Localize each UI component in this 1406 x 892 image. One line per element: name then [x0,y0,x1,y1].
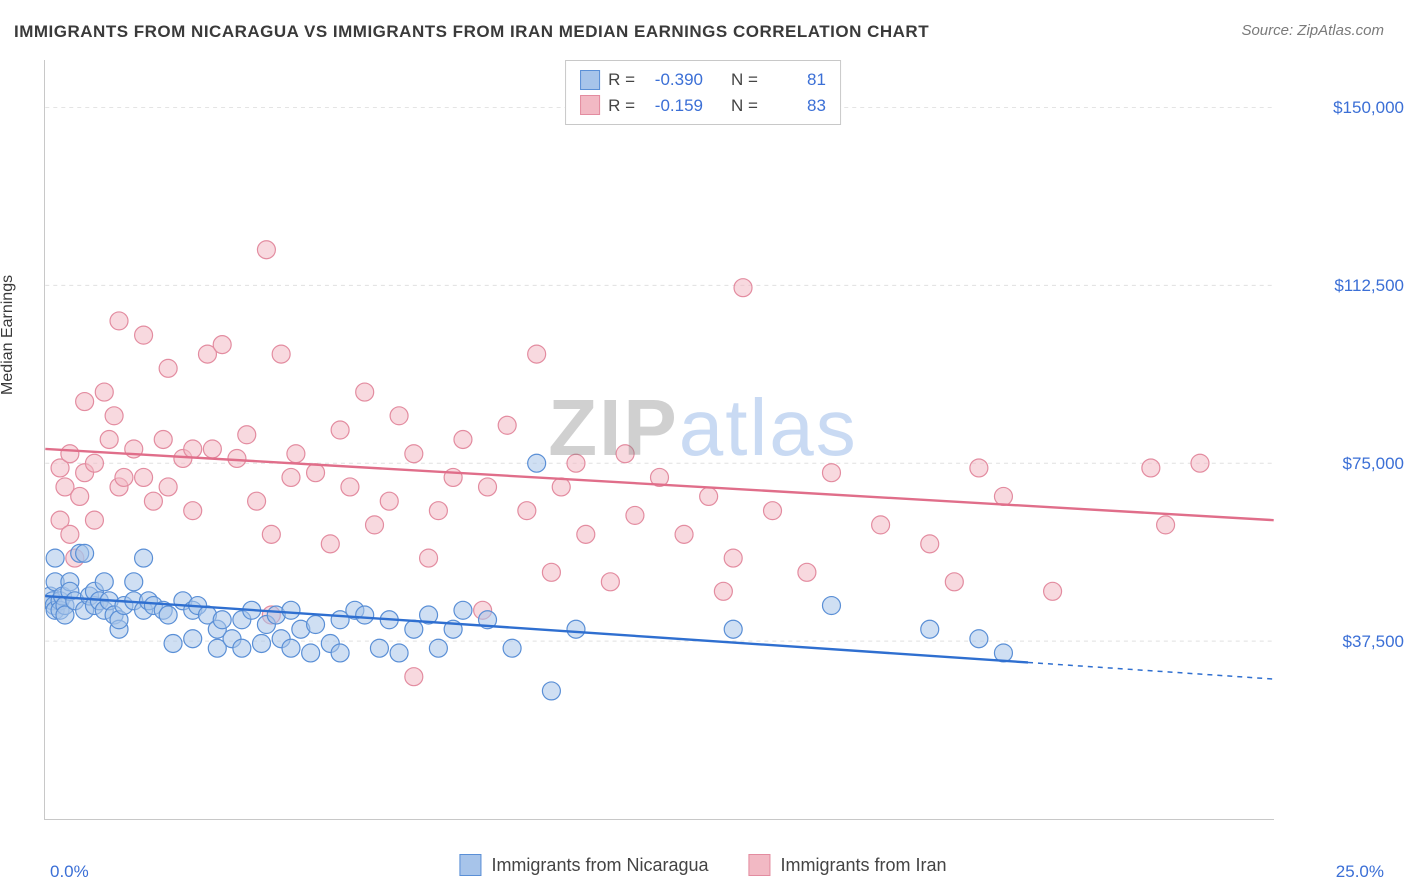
x-axis-max-label: 25.0% [1336,862,1384,882]
r-label: R = [608,67,635,93]
n-label: N = [731,67,758,93]
y-tick-label: $37,500 [1284,632,1404,652]
y-tick-label: $75,000 [1284,454,1404,474]
y-axis-label: Median Earnings [0,275,17,395]
plot-area: $37,500$75,000$112,500$150,000 [44,60,1274,820]
swatch-nicaragua-icon [459,854,481,876]
n-label: N = [731,93,758,119]
r-label: R = [608,93,635,119]
legend-row-nicaragua: R = -0.390 N = 81 [580,67,826,93]
legend-item-iran: Immigrants from Iran [749,854,947,876]
legend-item-nicaragua: Immigrants from Nicaragua [459,854,708,876]
y-tick-label: $112,500 [1284,276,1404,296]
n-value-iran: 83 [766,93,826,119]
chart-title: IMMIGRANTS FROM NICARAGUA VS IMMIGRANTS … [14,22,929,42]
legend-row-iran: R = -0.159 N = 83 [580,93,826,119]
r-value-nicaragua: -0.390 [643,67,703,93]
x-axis-min-label: 0.0% [50,862,89,882]
r-value-iran: -0.159 [643,93,703,119]
swatch-nicaragua [580,70,600,90]
n-value-nicaragua: 81 [766,67,826,93]
legend-label-nicaragua: Immigrants from Nicaragua [491,855,708,876]
y-tick-label: $150,000 [1284,98,1404,118]
scatter-svg [45,60,1274,819]
legend-label-iran: Immigrants from Iran [781,855,947,876]
correlation-legend: R = -0.390 N = 81 R = -0.159 N = 83 [565,60,841,125]
swatch-iran [580,95,600,115]
series-legend: Immigrants from Nicaragua Immigrants fro… [459,854,946,876]
swatch-iran-icon [749,854,771,876]
source-label: Source: ZipAtlas.com [1241,22,1384,39]
